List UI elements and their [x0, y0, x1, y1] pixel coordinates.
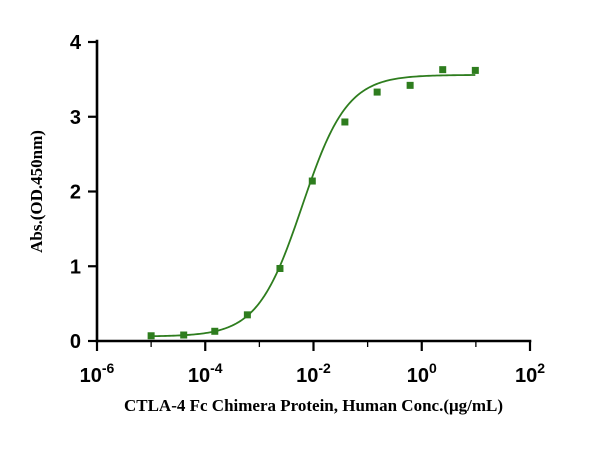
x-tick-base: 10 [296, 365, 318, 387]
y-tick-label: 4 [70, 32, 82, 54]
data-point [243, 311, 251, 319]
x-tick-label: 102 [515, 360, 545, 387]
x-tick-base: 10 [80, 365, 102, 387]
y-tick-label: 0 [70, 331, 81, 353]
x-tick-base: 10 [407, 365, 429, 387]
x-tick-label: 100 [407, 360, 437, 387]
x-tick-exponent: -2 [318, 360, 331, 376]
x-tick-base: 10 [515, 365, 537, 387]
x-tick-label: 10-6 [80, 360, 115, 387]
data-point [147, 332, 155, 340]
y-axis-title: Abs.(OD.450nm) [27, 130, 46, 253]
axes [88, 39, 532, 351]
data-point [373, 88, 381, 96]
x-tick-exponent: 2 [537, 360, 545, 376]
x-tick-label: 10-2 [296, 360, 331, 387]
x-tick-label: 10-4 [188, 360, 223, 387]
data-point [308, 177, 316, 185]
x-tick-exponent: -6 [102, 360, 115, 376]
y-tick-label: 1 [70, 256, 81, 278]
fit-curve-layer [151, 74, 476, 338]
data-points-layer [147, 66, 479, 340]
data-point [471, 66, 479, 74]
x-tick-exponent: -4 [210, 360, 223, 376]
data-point [211, 327, 219, 335]
y-tick-label: 3 [70, 107, 81, 129]
x-axis-title: CTLA-4 Fc Chimera Protein, Human Conc.(μ… [124, 396, 503, 415]
data-point [276, 264, 284, 272]
fit-curve-line [151, 74, 476, 338]
data-point [439, 66, 447, 74]
x-tick-exponent: 0 [429, 360, 437, 376]
x-tick-base: 10 [188, 365, 210, 387]
data-point [180, 331, 188, 339]
data-point [406, 81, 414, 89]
y-tick-label: 2 [70, 182, 81, 204]
data-point [341, 118, 349, 126]
